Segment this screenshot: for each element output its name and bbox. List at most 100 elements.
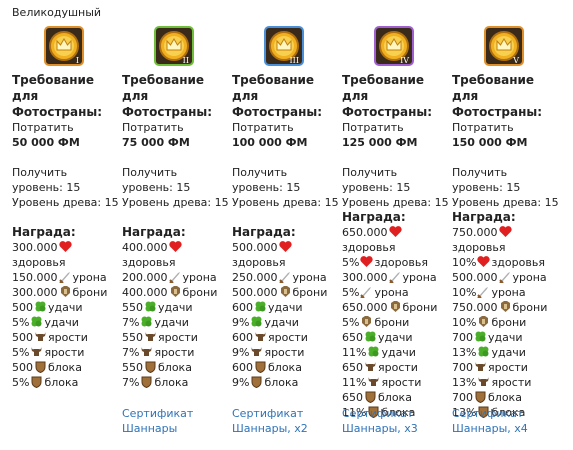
stat-icon	[144, 331, 157, 341]
reward-amount: 5%	[12, 376, 30, 389]
reward-amount: 10%	[452, 286, 477, 299]
cost: 100 000 ФМ	[232, 136, 308, 149]
certificate-link[interactable]: Сертификат Шаннары, x4	[452, 407, 528, 435]
stat-icon	[141, 316, 152, 327]
reward-label: удачи	[48, 301, 83, 314]
reward: 200.000 урона	[122, 270, 230, 285]
reward: 400.000 брони	[122, 285, 230, 300]
reward-label: блока	[488, 391, 522, 404]
action: Потратить	[232, 121, 294, 134]
requirement: Требование для Фотостраны:	[12, 73, 103, 119]
stat-icon	[477, 256, 491, 267]
achievement-title: Великодушный	[12, 6, 102, 19]
reward-label: ярости	[491, 376, 532, 389]
level-requirement: Получить уровень: 15	[232, 166, 301, 194]
stat-icon	[477, 287, 489, 298]
reward-amount: 600	[232, 361, 253, 374]
reward: 300.000 здоровья	[12, 240, 120, 270]
reward: 600 блока	[232, 360, 340, 375]
stat-icon	[145, 301, 156, 312]
reward-amount: 750.000	[452, 301, 498, 314]
reward: 13% удачи	[452, 345, 560, 360]
stat-icon	[168, 241, 182, 252]
reward: 300.000 урона	[342, 270, 450, 285]
reward-title: Награда:	[232, 225, 296, 239]
reward: 500.000 брони	[232, 285, 340, 300]
reward-label: блока	[264, 376, 299, 389]
certificate-link[interactable]: Сертификат Шаннары	[122, 407, 194, 435]
reward-label: ярости	[381, 376, 422, 389]
action: Потратить	[122, 121, 184, 134]
stat-icon	[251, 346, 263, 356]
stat-icon	[141, 346, 153, 356]
reward-label: урона	[292, 271, 327, 284]
reward-amount: 11%	[342, 346, 367, 359]
stat-icon	[365, 391, 376, 403]
reward-amount: 400.000	[122, 286, 168, 299]
reward-label: ярости	[44, 346, 85, 359]
reward-title: Награда:	[12, 225, 76, 239]
stat-icon	[278, 241, 292, 252]
stat-icon	[360, 256, 374, 267]
certificate-link[interactable]: Сертификат Шаннары, x3	[342, 407, 418, 435]
reward-label: блока	[154, 376, 189, 389]
stat-icon	[34, 331, 47, 341]
reward-label: удачи	[268, 301, 303, 314]
reward-label: блока	[381, 406, 416, 419]
stat-icon	[255, 361, 266, 373]
reward-label: здоровья	[491, 256, 545, 269]
stat-icon	[31, 346, 43, 356]
reward: 9% удачи	[232, 315, 340, 330]
reward-amount: 11%	[342, 376, 367, 389]
reward-amount: 500	[12, 331, 33, 344]
badge-numeral: V	[512, 56, 519, 65]
reward: 11% удачи	[342, 345, 450, 360]
reward-label: ярости	[264, 346, 305, 359]
requirement: Требование для Фотостраны:	[452, 73, 543, 119]
stat-icon	[60, 286, 70, 297]
reward-amount: 150.000	[12, 271, 58, 284]
reward-amount: 650	[342, 361, 363, 374]
requirement: Требование для Фотостраны:	[122, 73, 213, 119]
reward: 500.000 здоровья	[232, 240, 340, 270]
reward-label: здоровья	[12, 256, 66, 269]
reward-amount: 600	[232, 331, 253, 344]
cost: 150 000 ФМ	[452, 136, 528, 149]
stat-icon	[478, 406, 489, 418]
stat-icon	[360, 287, 372, 298]
stat-icon	[31, 316, 42, 327]
stat-icon	[145, 361, 156, 373]
level-column: V Требование для Фотостраны: Потратить 150 …	[452, 26, 560, 446]
spacer	[12, 210, 120, 225]
reward-amount: 500	[12, 301, 33, 314]
tree-requirement: Уровень древа: 15	[342, 196, 449, 209]
reward-amount: 5%	[12, 346, 30, 359]
badge-numeral: III	[290, 56, 299, 65]
stat-icon	[390, 301, 400, 312]
certificate-link[interactable]: Сертификат Шаннары, x2	[232, 407, 308, 435]
reward: 150.000 урона	[12, 270, 120, 285]
reward-label: урона	[491, 286, 526, 299]
badge-numeral: II	[183, 56, 189, 65]
reward-label: урона	[72, 271, 107, 284]
reward-amount: 13%	[452, 406, 477, 419]
reward-amount: 750.000	[452, 226, 498, 239]
reward: 700 блока	[452, 390, 560, 405]
reward-amount: 13%	[452, 346, 477, 359]
reward-amount: 500.000	[232, 241, 278, 254]
reward-label: урона	[402, 271, 437, 284]
reward: 400.000 здоровья	[122, 240, 230, 270]
reward-amount: 700	[452, 391, 473, 404]
reward-amount: 10%	[452, 316, 477, 329]
reward: 5% здоровья	[342, 255, 450, 270]
stat-icon	[475, 391, 486, 403]
stat-icon	[498, 226, 512, 237]
requirement: Требование для Фотостраны:	[232, 73, 323, 119]
reward: 7% блока	[122, 375, 230, 390]
spacer	[452, 150, 560, 165]
stat-icon	[368, 406, 379, 418]
reward: 5% ярости	[12, 345, 120, 360]
reward: 11% ярости	[342, 375, 450, 390]
reward-label: здоровья	[374, 256, 428, 269]
level-column: III Требование для Фотостраны: Потратить 10…	[232, 26, 340, 446]
